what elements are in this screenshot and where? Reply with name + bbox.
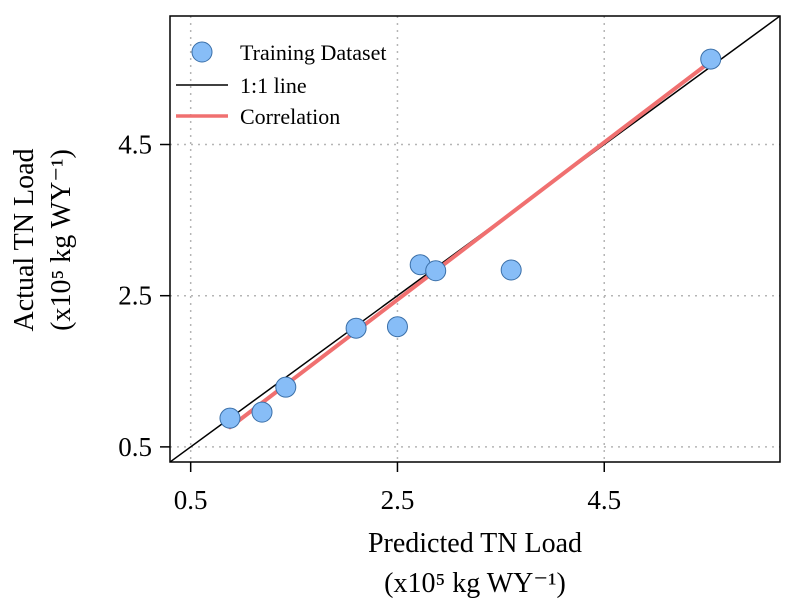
plot-frame: [169, 15, 781, 463]
x-tick-label-2: 4.5: [587, 485, 621, 515]
data-point-7: [500, 259, 522, 281]
legend-label-one-to-one: 1:1 line: [240, 73, 307, 98]
data-point-0: [219, 407, 241, 429]
y-tick-label-2: 4.5: [118, 130, 152, 160]
y-tick-label-1: 2.5: [118, 281, 152, 311]
x-axis-title-line1: Predicted TN Load: [368, 528, 582, 559]
series-layer: [170, 16, 780, 462]
grid: [170, 16, 780, 462]
data-point-1: [251, 401, 273, 423]
x-tick-label-0: 0.5: [174, 485, 208, 515]
data-point-2: [275, 376, 297, 398]
ticks: 0.5 2.5 4.5 0.5 2.5 4.5: [118, 130, 621, 515]
y-tick-label-0: 0.5: [118, 432, 152, 462]
y-axis-title-line1: Actual TN Load: [9, 149, 40, 332]
data-point-6: [425, 260, 447, 282]
legend-label-correlation: Correlation: [240, 104, 340, 129]
x-tick-label-1: 2.5: [381, 485, 415, 515]
x-axis-title-line2: (x10⁵ kg WY⁻¹): [384, 568, 566, 599]
data-point-4: [386, 316, 408, 338]
legend: Training Dataset 1:1 line Correlation: [176, 40, 386, 129]
correlation-line: [227, 59, 713, 430]
data-point-3: [345, 317, 367, 339]
legend-marker-training: [191, 41, 213, 63]
data-point-8: [700, 48, 722, 70]
legend-label-training: Training Dataset: [240, 40, 386, 65]
y-axis-title-line2: (x10⁵ kg WY⁻¹): [46, 149, 77, 331]
